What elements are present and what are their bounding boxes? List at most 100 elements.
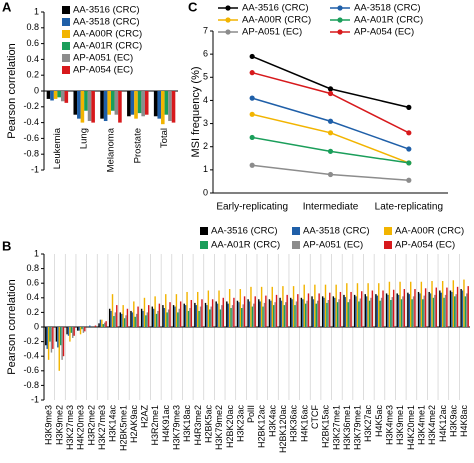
bar [55,327,58,342]
y-tick-label: -0.2 [23,101,39,111]
bar [78,327,80,331]
bar [175,294,178,327]
legend-swatch [62,6,70,14]
y-tick-label: -1 [31,164,39,174]
bar [297,294,299,327]
y-tick-label: 6 [203,49,208,59]
x-tick-label: H2AZ [140,405,150,429]
marker [249,95,255,101]
marker [406,146,412,152]
bar [164,91,169,115]
legend-swatch [62,54,70,62]
bar [248,301,251,327]
bar [179,301,182,327]
x-tick-label: H3K36me1 [342,405,352,450]
legend-label: AA-A00R (CRC) [242,15,311,26]
y-tick-label: 0.4 [26,54,39,64]
y-tick-label: -0.6 [23,133,39,143]
legend-swatch [200,227,208,235]
bar [141,91,145,117]
bar [271,286,273,327]
bar [221,305,223,327]
legend-label: AA-3518 (CRC) [303,226,370,237]
bar [423,295,425,327]
bar [275,294,278,327]
bar [327,299,330,327]
bar [391,297,393,327]
bar [222,297,224,327]
bar [346,283,348,327]
y-tick-label: -0.8 [23,380,39,390]
marker [406,104,412,110]
bar [140,308,143,327]
bar [316,300,319,327]
bar [183,303,185,327]
marker [327,171,334,178]
bar [444,294,447,327]
bar [137,91,142,114]
legend-label: AA-A00R (CRC) [73,29,142,40]
x-tick-label: H4K8ac [459,405,469,438]
bar [428,291,430,327]
bar [77,327,79,331]
x-tick-label: H3K9ac [448,405,458,438]
legend-label: AA-A00R (CRC) [395,226,464,237]
bar [280,300,283,327]
bar [146,312,149,327]
bar [241,308,243,327]
bar [285,302,287,327]
bar [121,313,123,327]
bar [321,296,324,327]
bar [402,296,404,327]
bar [73,327,75,336]
bar [367,283,369,327]
y-tick-label: 1 [203,164,208,174]
bar [103,91,108,122]
x-tick-label: CTCF [310,405,320,429]
x-tick-label: H3K36ac [289,405,299,443]
bar [80,91,85,123]
bar [231,305,234,327]
bar [157,310,159,327]
bar [295,301,298,327]
bar [432,297,435,327]
x-tick-label: Lung [79,128,90,149]
y-tick-label: 0.8 [26,263,39,273]
bar [122,305,124,327]
x-tick-label: H3K4me1 [416,405,426,445]
bar [238,302,240,327]
y-tick-label: 2 [203,141,208,151]
legend-label: AP-A054 (EC) [354,27,414,38]
x-tick-label: H3K27ac [363,405,373,443]
bar [412,296,415,327]
bar [169,302,171,327]
y-tick-label: 7 [203,25,208,35]
y-tick-label: 0.6 [26,38,39,48]
legend-swatch [62,30,70,38]
bar [57,327,59,348]
bar [162,305,164,327]
bar [153,91,158,117]
y-tick-label: 0 [203,187,208,197]
bar [216,303,219,327]
bar [230,308,232,327]
y-tick-label: 4 [203,95,208,105]
legend-label: AP-A054 (EC) [395,240,455,251]
bar [422,299,424,327]
x-tick-label: H3K79me2 [214,405,224,450]
bar [110,310,112,327]
legend-label: AA-3518 (CRC) [73,17,140,28]
bar [396,293,398,327]
bar [456,286,459,327]
bar [440,292,442,327]
legend-swatch [62,66,70,74]
bar [236,300,239,327]
legend-label: AA-A01R (CRC) [211,240,280,251]
bar [81,327,83,330]
x-tick-label: H3K27me3 [65,405,75,450]
bar [84,91,88,111]
bar [130,91,135,115]
bar [370,297,372,327]
legend-marker [225,5,231,11]
x-tick-label: H3K79me1 [353,405,363,450]
